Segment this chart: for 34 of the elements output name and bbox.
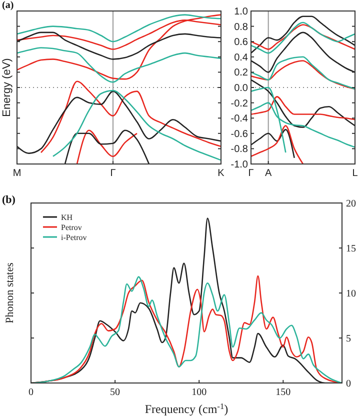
y-tick-label: 15 [346,244,356,254]
y-tick-label: 0.0 [234,83,248,94]
y-tick-label: 0.8 [234,22,248,33]
y-tick-label: -0.6 [230,128,248,140]
x-tick-label: Γ [248,168,254,179]
y-axis-title: Energy (eV) [1,58,13,117]
x-tick-label: M [12,168,22,179]
x-tick-label: 0 [28,387,34,398]
y-tick-label: 0 [346,378,351,390]
legend-label: Petrov [61,223,82,232]
x-tick-label: Γ [110,168,116,179]
y-tick-label: -0.4 [230,114,248,125]
x-tick-label: K [218,168,225,179]
y-tick-label: -1.0 [230,160,248,170]
y-tick-label: 0.4 [234,52,248,64]
legend-label: KH [61,213,73,222]
y-tick-label: 20 [346,198,356,210]
x-tick-label: 100 [192,387,207,398]
y-tick-label: 5 [346,334,351,344]
x-tick-label: 50 [110,387,120,398]
legend-label: i-Petrov [61,233,87,242]
x-tick-label: L [352,168,358,179]
x-tick-label: A [264,168,272,179]
y-tick-label: 0.2 [234,68,248,79]
y-tick-label: 0.6 [234,37,248,48]
y-tick-label: 10 [346,288,356,300]
chart-title: (a) [2,0,14,11]
y-tick-label: -0.2 [230,98,248,110]
chart-title: (b) [2,194,16,206]
y-tick-label: 1.0 [234,6,248,18]
y-axis-title: Phonon states [4,262,16,324]
y-tick-label: -0.8 [230,144,248,156]
x-tick-label: 150 [276,387,291,398]
x-axis-title: Frequency (cm$^{-1}$) [144,402,228,416]
